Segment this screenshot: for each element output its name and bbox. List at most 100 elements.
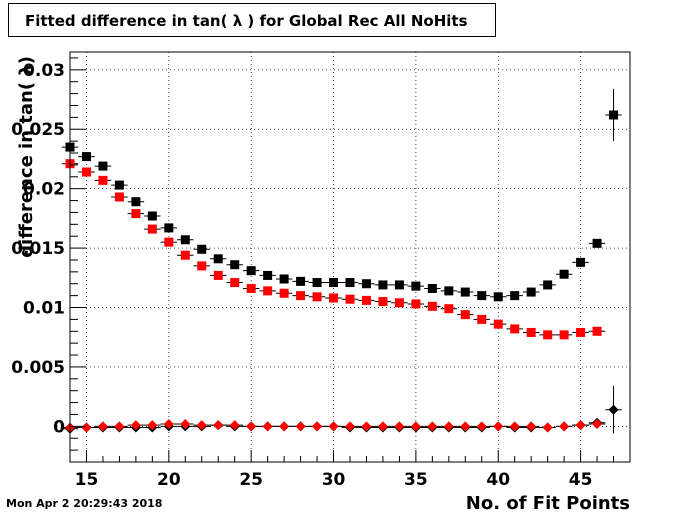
data-point-diamond <box>295 421 306 432</box>
data-point-square <box>576 257 586 267</box>
data-point-square <box>213 254 223 264</box>
y-tick-label: 0.015 <box>11 239 65 259</box>
data-point-square <box>197 261 207 271</box>
y-axis-label: difference in tan( λ) <box>16 56 37 258</box>
data-point-square <box>329 293 339 303</box>
data-point-diamond <box>542 422 553 433</box>
data-point-square <box>329 278 339 288</box>
data-point-square <box>81 152 91 162</box>
data-point-square <box>559 269 569 279</box>
x-tick-label: 45 <box>569 470 593 490</box>
data-point-square <box>543 330 553 340</box>
data-point-square <box>345 294 355 304</box>
data-point-square <box>493 319 503 329</box>
data-point-diamond <box>97 421 108 432</box>
data-point-square <box>312 292 322 302</box>
data-point-square <box>609 110 619 120</box>
y-tick-label: 0 <box>53 417 65 437</box>
data-point-square <box>230 278 240 288</box>
data-point-square <box>427 301 437 311</box>
data-point-diamond <box>394 421 405 432</box>
data-point-square <box>345 278 355 288</box>
data-point-diamond <box>213 420 224 431</box>
data-point-square <box>477 291 487 301</box>
data-point-diamond <box>493 421 504 432</box>
data-point-diamond <box>476 421 487 432</box>
data-point-square <box>263 270 273 280</box>
data-point-square <box>131 197 141 207</box>
data-point-diamond <box>460 421 471 432</box>
data-point-square <box>296 276 306 286</box>
data-point-square <box>460 310 470 320</box>
data-point-square <box>246 283 256 293</box>
series-1 <box>61 159 606 340</box>
x-tick-label: 25 <box>239 470 263 490</box>
data-point-square <box>526 287 536 297</box>
data-point-square <box>543 280 553 290</box>
chart-title-box: Fitted difference in tan( λ ) for Global… <box>8 3 496 37</box>
data-point-square <box>411 281 421 291</box>
x-tick-label: 40 <box>486 470 510 490</box>
data-point-square <box>510 324 520 334</box>
y-tick-label: 0.01 <box>23 299 65 319</box>
data-point-square <box>394 298 404 308</box>
data-point-square <box>378 297 388 307</box>
data-point-diamond <box>608 404 619 415</box>
data-point-square <box>493 292 503 302</box>
data-point-square <box>98 161 108 171</box>
data-point-diamond <box>410 421 421 432</box>
y-tick-label: 0.03 <box>23 61 65 81</box>
data-point-diamond <box>312 421 323 432</box>
data-point-square <box>526 327 536 337</box>
data-point-square <box>296 291 306 301</box>
data-point-diamond <box>196 420 207 431</box>
data-point-diamond <box>114 421 125 432</box>
data-point-square <box>114 192 124 202</box>
data-point-diamond <box>262 421 273 432</box>
data-point-diamond <box>427 421 438 432</box>
data-point-square <box>378 280 388 290</box>
data-point-square <box>510 291 520 301</box>
data-point-diamond <box>130 420 141 431</box>
data-point-diamond <box>443 421 454 432</box>
data-point-square <box>246 266 256 276</box>
data-point-square <box>394 280 404 290</box>
data-point-diamond <box>592 418 603 429</box>
data-point-diamond <box>180 418 191 429</box>
data-point-diamond <box>81 422 92 433</box>
x-tick-label: 35 <box>404 470 428 490</box>
data-point-square <box>427 283 437 293</box>
data-point-square <box>147 224 157 234</box>
data-point-square <box>230 260 240 270</box>
data-point-square <box>98 175 108 185</box>
data-point-diamond <box>526 421 537 432</box>
data-point-square <box>444 286 454 296</box>
data-point-square <box>180 250 190 260</box>
data-point-square <box>131 209 141 219</box>
data-point-square <box>411 299 421 309</box>
data-point-diamond <box>345 421 355 432</box>
chart-title: Fitted difference in tan( λ ) for Global… <box>25 12 468 30</box>
y-tick-label: 0.005 <box>11 358 65 378</box>
data-point-square <box>460 287 470 297</box>
data-point-square <box>279 274 289 284</box>
data-point-diamond <box>575 420 586 431</box>
data-point-diamond <box>328 421 339 432</box>
data-point-square <box>197 244 207 254</box>
data-point-diamond <box>361 421 372 432</box>
y-tick-label: 0.025 <box>11 120 65 140</box>
x-tick-label: 30 <box>322 470 346 490</box>
data-point-square <box>213 270 223 280</box>
data-point-diamond <box>147 420 158 431</box>
grid <box>70 52 630 462</box>
y-tick-label: 0.02 <box>23 180 65 200</box>
data-point-square <box>576 327 586 337</box>
data-point-square <box>477 314 487 324</box>
data-point-square <box>263 286 273 296</box>
data-point-square <box>592 326 602 336</box>
data-point-square <box>559 330 569 340</box>
data-point-diamond <box>246 421 257 432</box>
data-series <box>61 88 622 434</box>
data-point-square <box>180 235 190 245</box>
